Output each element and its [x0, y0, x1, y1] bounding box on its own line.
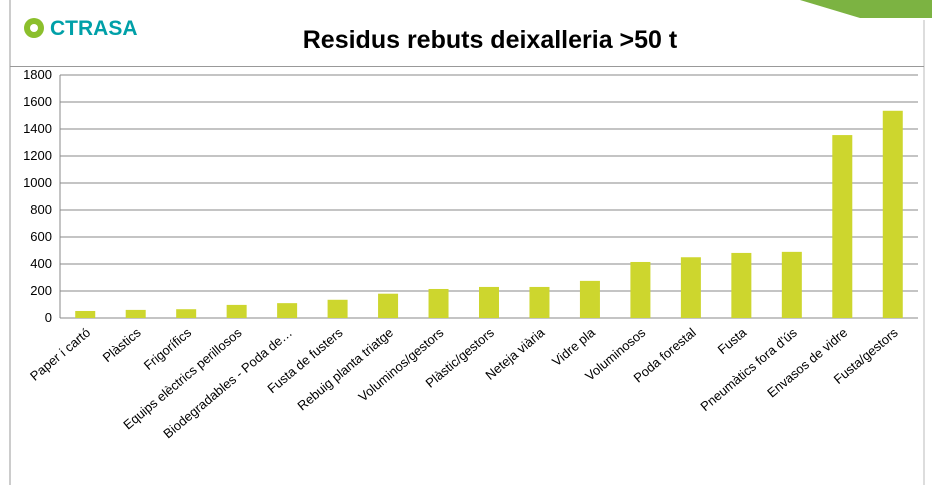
y-tick-label: 0: [45, 310, 52, 325]
x-tick-label: Pneumàtics fora d'ús: [697, 324, 800, 414]
bar: [832, 135, 853, 318]
y-tick-label: 1800: [23, 67, 52, 82]
bar: [75, 310, 96, 318]
x-tick-label: Rebuig planta triatge: [294, 325, 396, 414]
bar: [479, 286, 499, 318]
bar: [327, 299, 348, 318]
x-tick-label: Vidre pla: [549, 324, 598, 369]
plot-frame: [10, 66, 924, 67]
bar: [176, 309, 197, 318]
bar: [731, 252, 752, 318]
bar: [125, 309, 146, 318]
bar: [630, 261, 651, 318]
chart-title: Residus rebuts deixalleria >50 t: [303, 26, 678, 54]
bar: [882, 110, 903, 319]
bar: [428, 288, 449, 318]
x-tick-label: Voluminos/gestors: [355, 324, 446, 404]
logo-icon: [30, 24, 38, 32]
y-tick-label: 200: [30, 283, 52, 298]
x-tick-label: Plàstics: [100, 324, 144, 365]
y-tick-label: 400: [30, 256, 52, 271]
bar: [781, 251, 802, 318]
x-tick-label: Fusta: [715, 324, 750, 357]
bar: [579, 280, 600, 318]
bar: [680, 257, 701, 318]
logo-text: CTRASA: [50, 17, 138, 40]
y-tick-label: 1600: [23, 94, 52, 109]
y-tick-label: 600: [30, 229, 52, 244]
bar: [226, 304, 247, 318]
y-tick-label: 800: [30, 202, 52, 217]
bar: [378, 293, 399, 318]
y-tick-label: 1400: [23, 121, 52, 136]
bar: [277, 303, 298, 318]
bar: [529, 286, 550, 318]
y-tick-label: 1200: [23, 148, 52, 163]
x-tick-label: Paper i cartó: [27, 325, 93, 384]
corner-decoration: [800, 0, 932, 18]
y-tick-label: 1000: [23, 175, 52, 190]
